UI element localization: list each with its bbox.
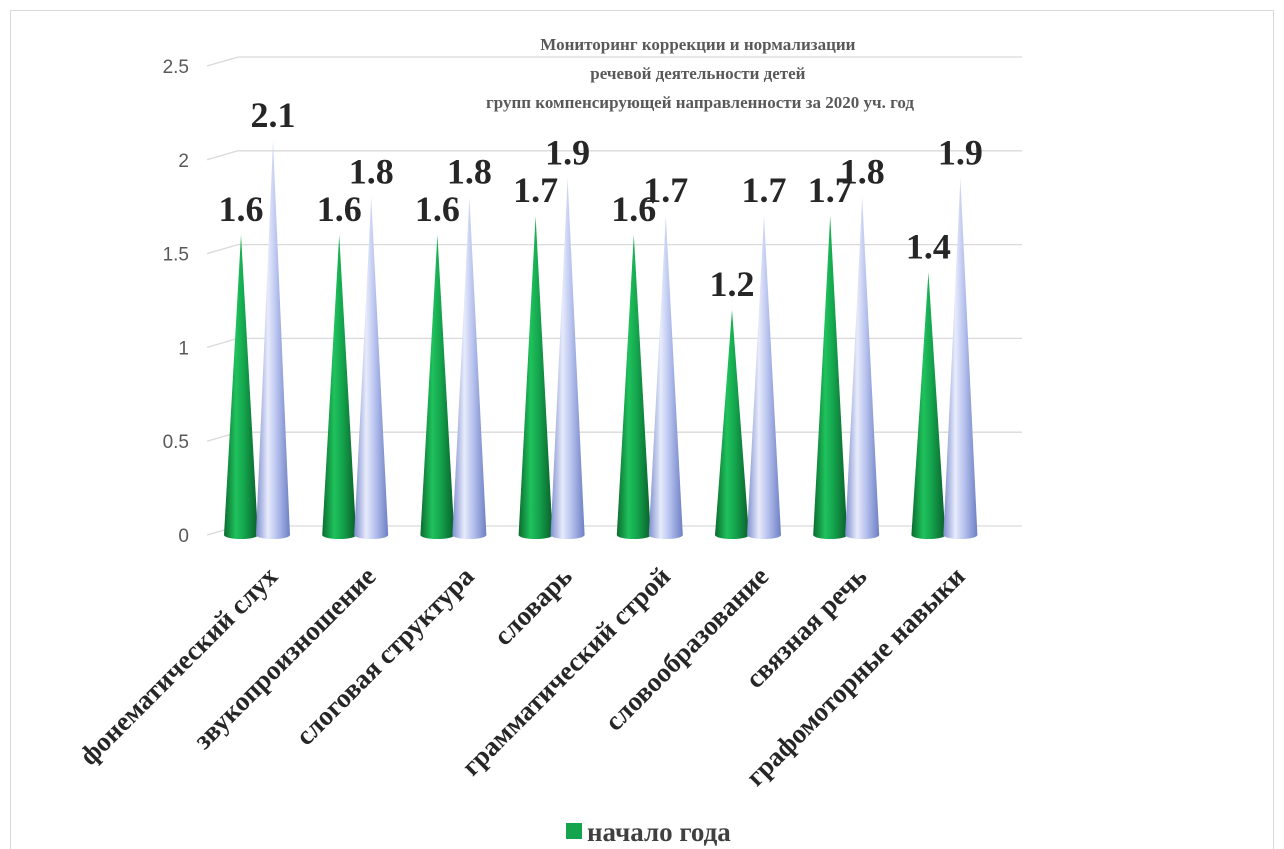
y-tick-label: 1.5 <box>163 245 189 266</box>
data-label-series-2-4: 1.9 <box>545 133 590 173</box>
legend: начало года <box>566 817 731 847</box>
data-label-series-1-8: 1.4 <box>906 226 951 266</box>
data-label-series-1-6: 1.2 <box>710 264 755 304</box>
data-label-series-2-6: 1.7 <box>742 170 787 210</box>
data-label-series-2-7: 1.8 <box>840 151 885 191</box>
cone-series-2-1 <box>256 141 290 540</box>
cone-series-1-7 <box>813 216 848 539</box>
chart-frame <box>10 10 1274 849</box>
data-label-series-1-5: 1.6 <box>611 189 656 229</box>
x-tick-label: слоговая структура <box>290 561 480 751</box>
gridline-side <box>206 150 239 161</box>
legend-swatch <box>566 823 582 839</box>
x-axis-labels: фонематический слухзвукопроизношениеслог… <box>73 561 970 792</box>
cone-series-1-3 <box>420 234 455 539</box>
cone-series-2-2 <box>354 197 389 539</box>
title-line-2: речевой деятельности детей <box>590 64 805 83</box>
title-line-3: групп компенсирующей направленности за 2… <box>486 93 914 112</box>
gridline-side <box>206 337 239 349</box>
x-tick-label: звукопроизношение <box>188 561 382 755</box>
x-tick-label: словарь <box>488 561 578 651</box>
legend-label: начало года <box>587 817 731 847</box>
cone-series-1-1 <box>224 234 258 539</box>
data-label-series-2-5: 1.7 <box>643 170 688 210</box>
y-axis: 0 0.5 1 1.5 2 2.5 <box>163 57 189 547</box>
data-label-series-1-1: 1.6 <box>219 189 264 229</box>
title-line-1: Мониторинг коррекции и нормализации <box>540 35 855 54</box>
data-label-series-1-3: 1.6 <box>415 189 460 229</box>
data-label-series-2-8: 1.9 <box>938 133 983 173</box>
plot-area <box>224 141 978 540</box>
data-label-series-1-4: 1.7 <box>513 170 558 210</box>
data-label-series-2-2: 1.8 <box>349 151 394 191</box>
y-tick-label: 2 <box>178 151 189 172</box>
data-labels: 1.62.11.61.81.61.8 1.71.91.61.71.21.7 1.71… <box>219 95 983 304</box>
x-tick-label: фонематический слух <box>73 561 283 771</box>
data-label-series-1-7: 1.7 <box>808 170 853 210</box>
cone-series-2-4 <box>550 178 585 539</box>
gridline-side <box>206 243 239 255</box>
cone-series-2-6 <box>747 216 781 539</box>
y-tick-label: 1 <box>178 338 189 359</box>
chart-title: Мониторинг коррекции и нормализации рече… <box>486 35 914 112</box>
x-tick-label: словообразование <box>599 561 774 736</box>
y-tick-label: 2.5 <box>163 57 189 78</box>
data-label-series-1-2: 1.6 <box>317 189 362 229</box>
cone-series-1-8 <box>911 272 946 539</box>
cone-series-2-8 <box>943 178 978 539</box>
cone-series-1-4 <box>518 216 553 539</box>
y-tick-label: 0 <box>178 526 189 547</box>
cone-series-2-7 <box>845 197 880 539</box>
y-tick-label: 0.5 <box>163 432 189 453</box>
data-label-series-2-1: 2.1 <box>251 95 296 135</box>
cone-series-2-5 <box>648 216 683 539</box>
cone-series-1-2 <box>322 234 357 539</box>
cone-series-1-5 <box>616 234 651 539</box>
data-label-series-2-3: 1.8 <box>447 151 492 191</box>
gridline-side <box>206 56 239 67</box>
cone-series-1-6 <box>715 309 749 539</box>
cone-series-2-3 <box>452 197 487 539</box>
